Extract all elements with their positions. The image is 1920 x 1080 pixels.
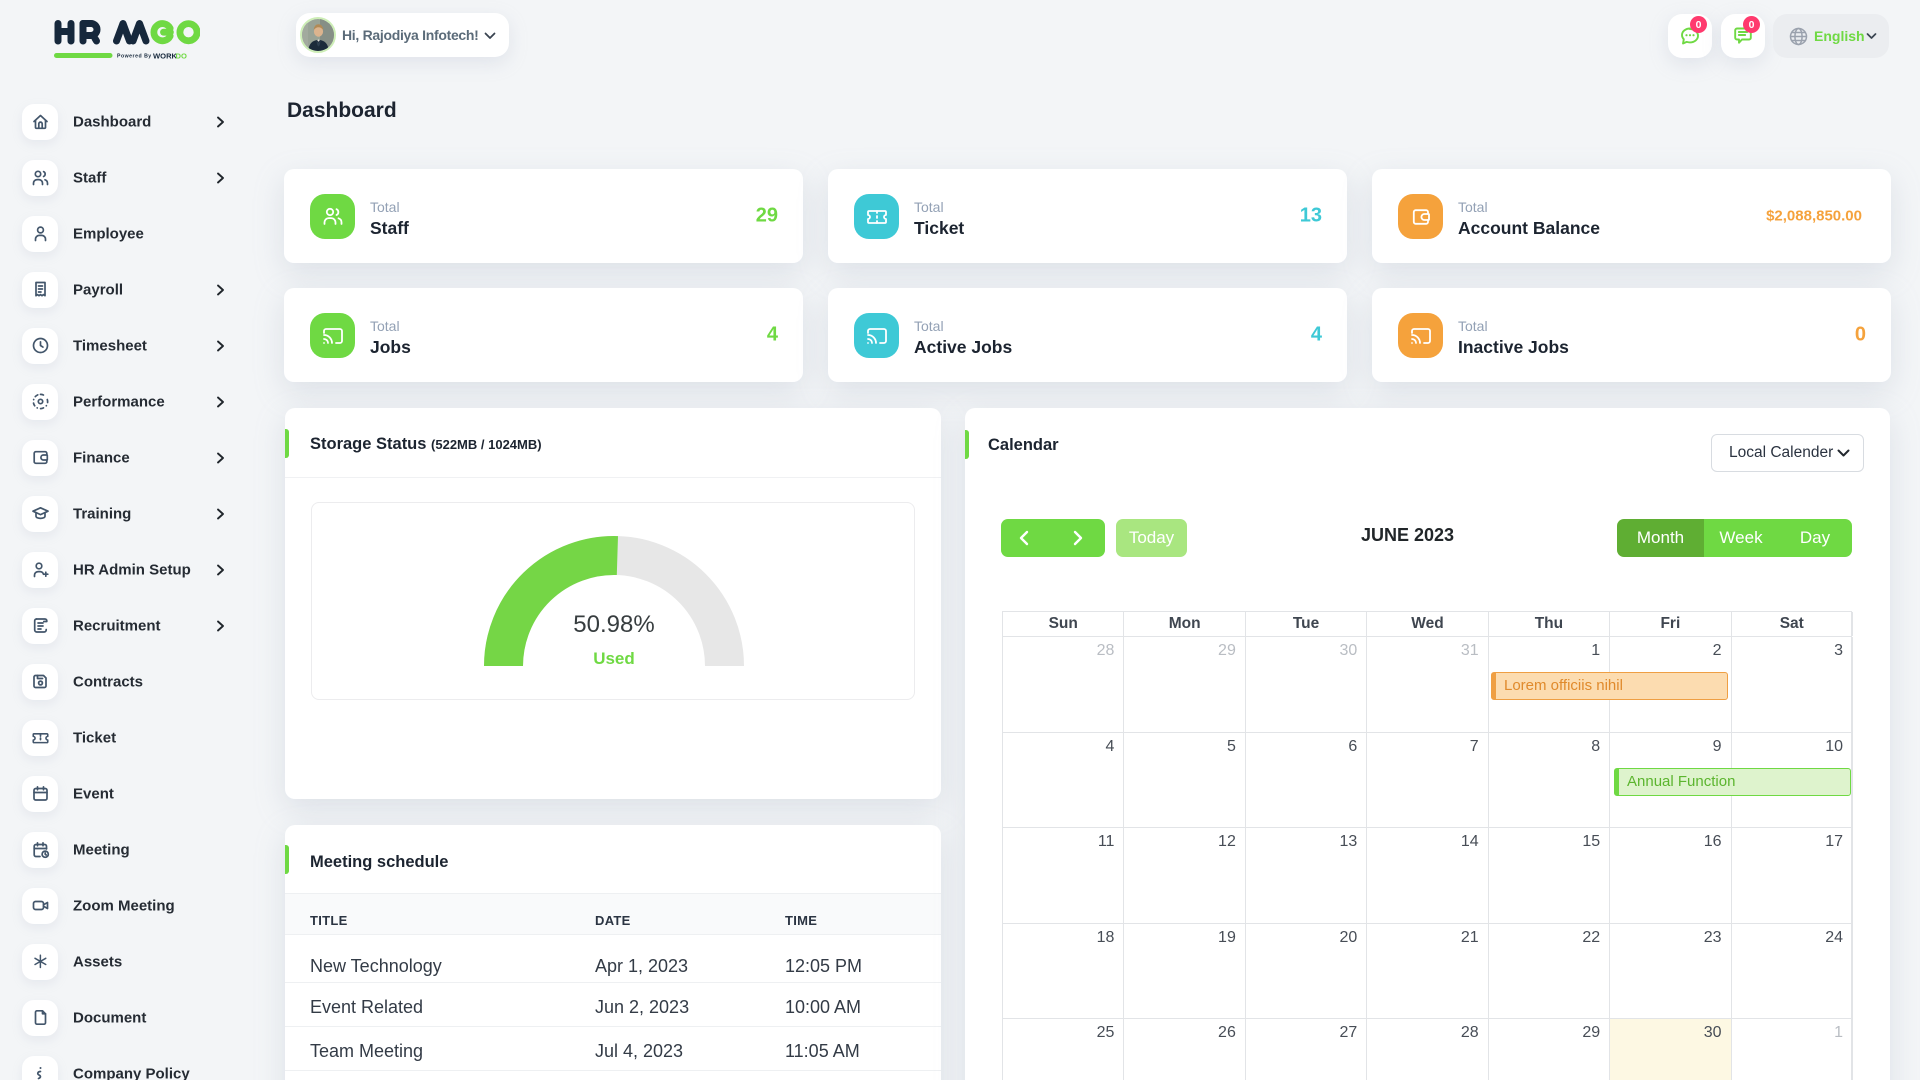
svg-text:DO: DO [176,52,187,61]
svg-text:WORK: WORK [153,52,178,61]
svg-text:Powered By: Powered By [117,54,152,60]
